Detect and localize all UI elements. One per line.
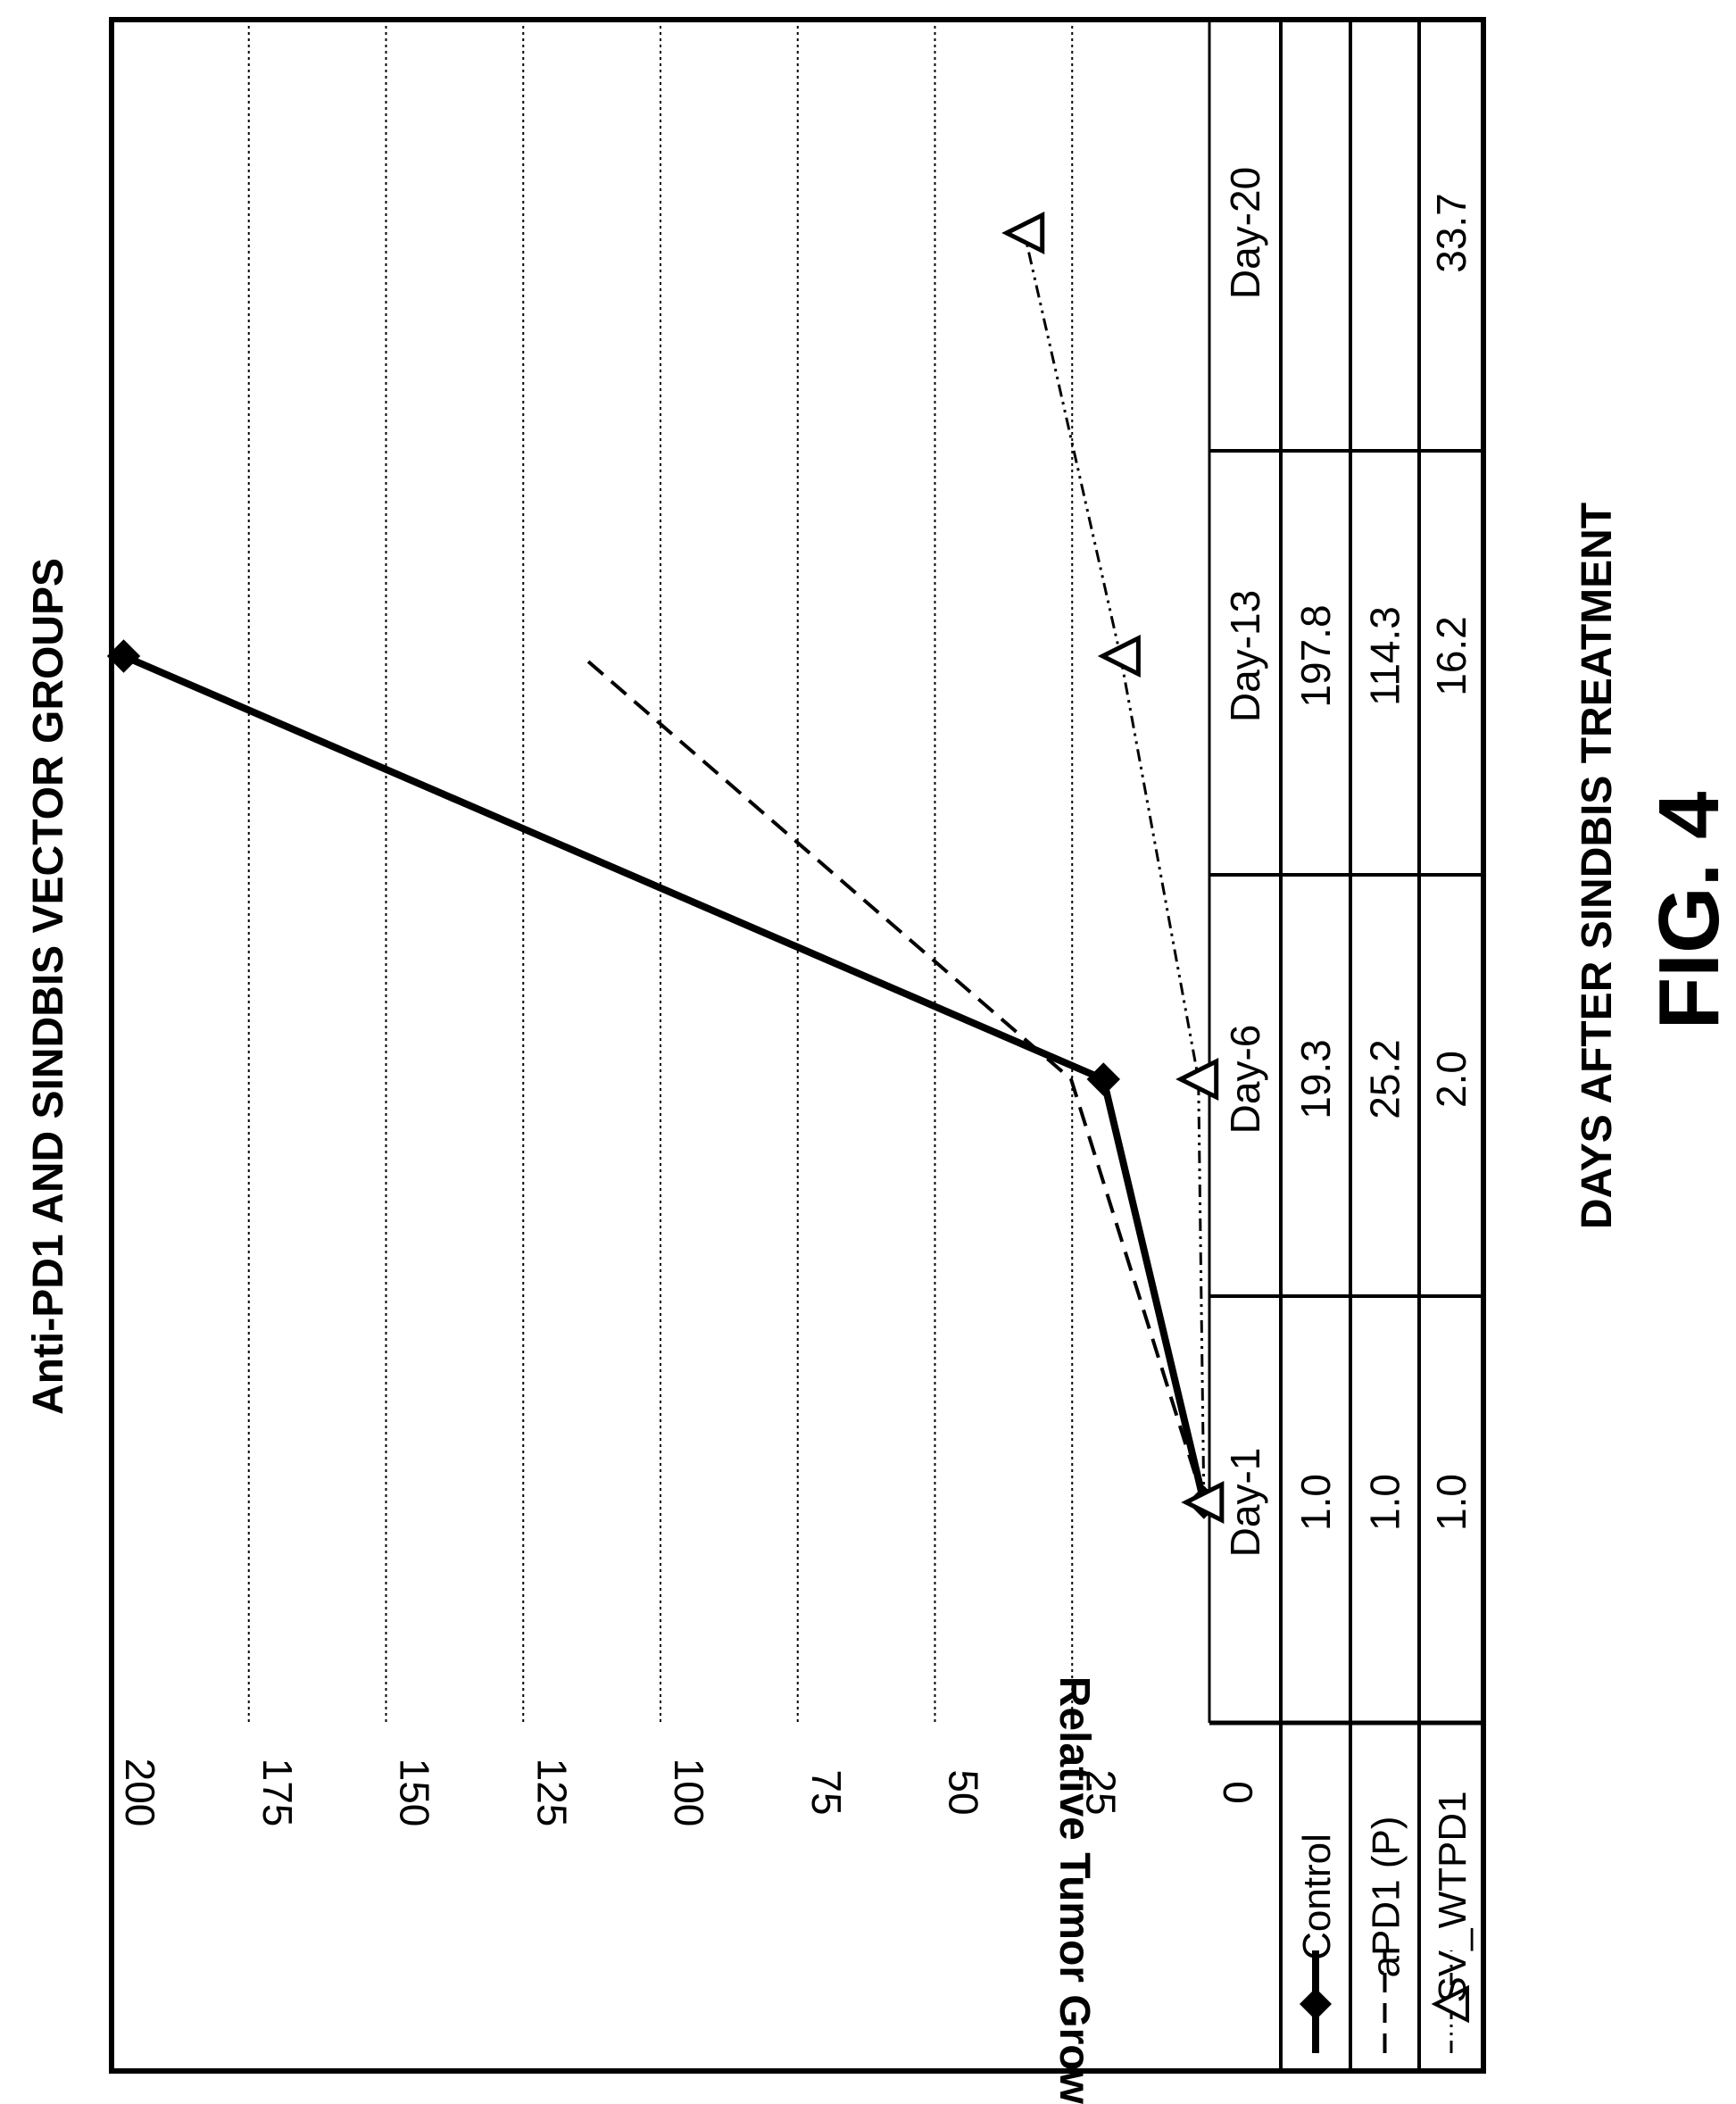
data-label: 25.2: [1362, 1039, 1408, 1119]
legend-marker: [1300, 1988, 1332, 2020]
y-tick-label: 75: [803, 1769, 850, 1815]
data-point: [1001, 211, 1045, 255]
data-label: 16.2: [1428, 616, 1474, 696]
category-label: Day-13: [1222, 590, 1268, 722]
data-label: 1.0: [1292, 1474, 1339, 1531]
data-label: 114.3: [1362, 606, 1408, 706]
category-label: Day-1: [1222, 1448, 1268, 1558]
data-label: 19.3: [1292, 1039, 1339, 1119]
data-point: [1181, 1480, 1225, 1525]
series-line: [580, 654, 1206, 1503]
legend-label: aPD1 (P): [1365, 1817, 1408, 1978]
plot-frame: [109, 17, 1486, 2074]
category-label: Day-6: [1222, 1025, 1268, 1135]
x-axis-label: DAYS AFTER SINDBIS TREATMENT: [1574, 503, 1621, 1229]
y-tick-label: 200: [117, 1759, 163, 1827]
legend-label: SV_WTPD1: [1431, 1791, 1474, 2002]
data-label: 33.7: [1428, 193, 1474, 273]
series-line: [121, 653, 1208, 1503]
data-table: Day-1 Day-6 Day-13 Day-20 1.0 19.3 197.8 1.0 25.…: [1209, 20, 1483, 2071]
y-tick-label: 100: [666, 1759, 712, 1827]
category-label: Day-20: [1222, 167, 1268, 299]
chart-title: Anti-PD1 AND SINDBIS VECTOR GROUPS: [25, 558, 72, 1415]
data-point: [1086, 1062, 1121, 1096]
plot-area: 0 25 50 75 100 125 150 175 200: [106, 17, 1486, 2074]
y-tick-label: 175: [254, 1759, 301, 1827]
chart-text: Anti-PD1 AND SINDBIS VECTOR GROUPS Relat…: [25, 503, 1736, 2104]
figure-label: FIG. 4: [1641, 792, 1736, 1030]
data-label: 197.8: [1292, 604, 1339, 707]
legend-marker: [1431, 1984, 1469, 2024]
y-tick-label: 50: [941, 1769, 987, 1815]
y-tick-label: 25: [1077, 1769, 1124, 1815]
legend-label: Control: [1295, 1834, 1339, 1960]
y-tick-label: 125: [528, 1759, 575, 1827]
data-point: [1175, 1057, 1219, 1102]
series-line: [1023, 232, 1206, 1503]
data-label: 1.0: [1362, 1474, 1408, 1531]
y-tick-label: 0: [1215, 1781, 1261, 1804]
y-tick-label: 150: [392, 1759, 438, 1827]
data-label: 1.0: [1428, 1474, 1474, 1531]
data-point: [106, 639, 141, 673]
y-axis-label: Relative Tumor Growth: [1051, 1676, 1098, 2104]
data-point: [1097, 634, 1141, 678]
data-label: 2.0: [1428, 1051, 1474, 1108]
